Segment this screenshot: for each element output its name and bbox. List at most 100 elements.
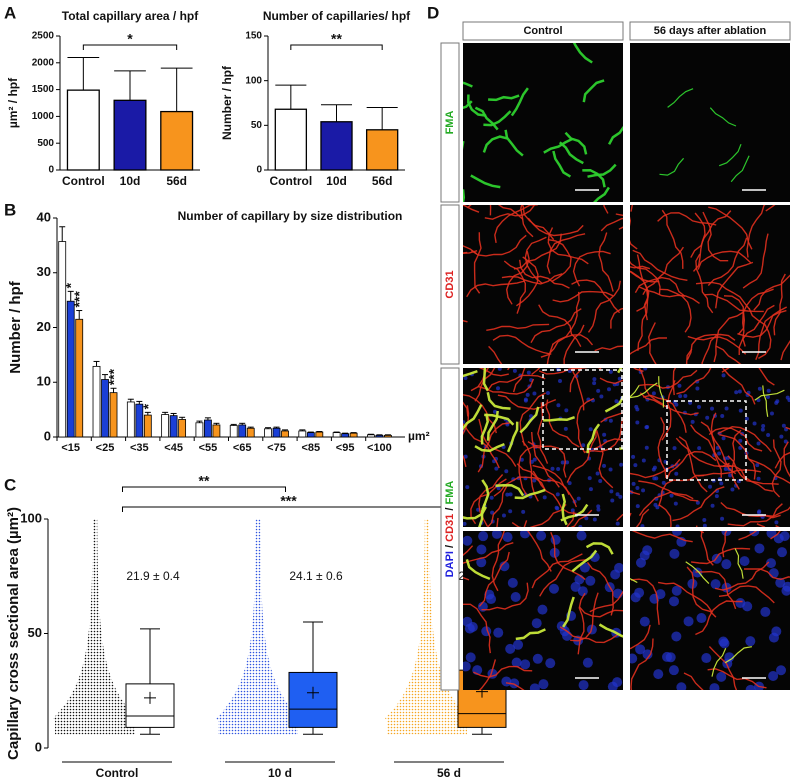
nucleus [735,597,746,608]
structure [715,345,742,364]
nucleus [676,682,687,690]
structure [636,254,650,312]
structure [582,79,605,103]
structure [488,345,503,364]
structure [730,155,750,183]
structure [481,582,529,611]
nucleus [723,467,728,472]
nucleus [669,596,680,607]
nucleus [507,577,518,588]
chart-title: Total capillary area / hpf [62,9,199,23]
structure [519,406,540,434]
nucleus [598,478,603,483]
row-label-part: / [444,508,456,511]
significance-bracket [82,44,178,50]
micrograph-content [659,88,750,183]
nucleus [695,500,700,505]
significance-label: ** [331,31,342,47]
nucleus [671,585,682,596]
nucleus [769,411,774,416]
structure [755,309,787,361]
structure [493,476,546,497]
nucleus [570,581,581,592]
nucleus [669,548,680,559]
structure [639,392,699,416]
nucleus [491,531,502,539]
nucleus [602,432,607,437]
bar [274,108,308,171]
structure [477,503,487,527]
structure [686,566,717,618]
nucleus [523,398,528,403]
structure [577,592,586,655]
micrograph-content [463,43,623,202]
nucleus [555,506,560,511]
bar [66,89,100,171]
significance-label: ** [199,473,210,489]
structure [630,578,638,584]
structure [658,504,672,527]
nucleus [779,531,790,542]
nucleus [512,368,517,373]
structure [545,399,580,448]
nucleus [596,388,601,393]
nucleus [463,535,473,546]
nucleus [548,583,559,594]
structure [721,531,728,558]
nucleus [775,577,786,588]
structure [585,542,614,555]
nucleus [631,454,636,459]
nucleus [576,496,581,501]
bar [178,419,187,438]
structure [527,440,567,478]
structure [486,391,511,410]
structure [593,186,610,202]
structure [576,397,595,454]
nucleus [494,466,499,471]
structure [690,424,722,478]
nucleus [781,423,786,428]
structure [566,428,597,483]
nucleus [631,481,636,486]
structure [704,293,764,313]
structure [537,402,549,464]
nucleus [671,631,682,642]
nucleus [710,406,715,411]
micrograph-content [630,368,790,527]
y-tick-label: 2000 [32,57,55,68]
structure [543,137,574,154]
structure [742,233,769,289]
nucleus [496,486,501,491]
structure [463,205,480,213]
nucleus [766,432,771,437]
nucleus [765,395,770,400]
nucleus [608,467,613,472]
structure [538,368,602,375]
structure [515,256,539,307]
structure [538,304,582,348]
nucleus [672,446,677,451]
structure [474,368,496,402]
panel-label: A [4,3,16,22]
nucleus [756,441,761,446]
nucleus [570,508,575,513]
x-tick-label: 10d [326,174,347,188]
x-tick-label: <35 [130,442,149,454]
bar [281,430,289,438]
structure [630,638,654,690]
structure [531,431,560,488]
bar [126,401,135,438]
structure [746,205,766,258]
nucleus [774,520,779,525]
structure [657,581,713,613]
y-tick-label: 20 [37,319,51,334]
mean-label: 21.9 ± 0.4 [126,569,180,583]
structure [659,157,685,176]
structure [608,125,623,145]
y-tick-label: 0 [48,165,54,176]
structure [672,486,725,522]
nucleus [508,492,513,497]
y-tick-label: 30 [37,264,51,279]
zoom-box [666,400,747,481]
